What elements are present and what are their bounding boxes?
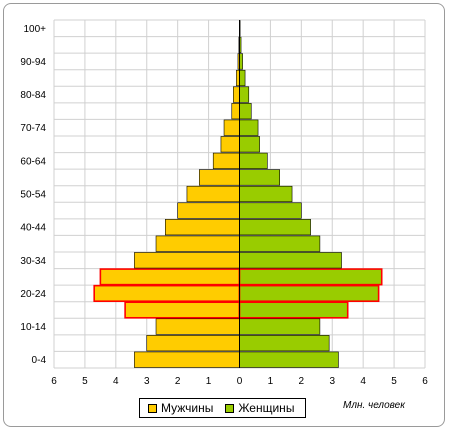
bar-men-10-14: [155, 318, 240, 335]
y-tick-label: 70-74: [20, 123, 46, 134]
bar-men-0-4: [134, 351, 240, 368]
bar-men-40-44: [165, 219, 240, 236]
legend-label-women: Женщины: [238, 401, 295, 415]
x-tick-label: 5: [82, 376, 88, 387]
y-tick-label: 60-64: [20, 156, 46, 167]
y-tick-label: 80-84: [20, 90, 46, 101]
bar-men-80-84: [233, 86, 240, 103]
x-tick-label: 1: [206, 376, 212, 387]
x-tick-label: 2: [299, 376, 305, 387]
bar-men-60-64: [212, 152, 240, 169]
bar-men-75-79: [231, 103, 240, 120]
bar-women-40-44: [239, 219, 311, 236]
bar-women-5-9: [239, 335, 330, 352]
bar-women-25-29: [238, 268, 383, 286]
x-tick-label: 3: [144, 376, 150, 387]
x-tick-label: 0: [237, 376, 243, 387]
x-tick-label: 3: [329, 376, 335, 387]
bar-men-20-24: [93, 284, 241, 303]
bar-women-70-74: [239, 119, 259, 136]
x-tick-label: 2: [175, 376, 181, 387]
bars: [93, 20, 383, 368]
bar-men-35-39: [155, 235, 240, 252]
bar-men-25-29: [99, 268, 241, 286]
bar-women-65-69: [239, 136, 260, 153]
x-tick-label: 1: [268, 376, 274, 387]
y-tick-label: 100+: [23, 24, 46, 35]
x-tick-label: 6: [422, 376, 428, 387]
y-tick-label: 10-14: [20, 322, 46, 333]
y-tick-label: 90-94: [20, 57, 46, 68]
x-tick-label: 5: [391, 376, 397, 387]
bar-men-65-69: [220, 136, 240, 153]
unit-label: Млн. человек: [343, 400, 406, 411]
bar-women-60-64: [239, 152, 268, 169]
legend-item-women: Женщины: [225, 401, 294, 415]
legend-swatch-men: [148, 403, 157, 413]
bar-women-35-39: [239, 235, 321, 252]
bar-women-20-24: [238, 284, 380, 303]
legend-swatch-women: [225, 403, 235, 413]
x-tick-label: 4: [113, 376, 119, 387]
y-tick-label: 0-4: [32, 355, 47, 366]
bar-men-30-34: [134, 252, 240, 269]
bar-men-55-59: [199, 169, 240, 186]
y-tick-label: 20-24: [20, 289, 46, 300]
bar-women-80-84: [239, 86, 250, 103]
y-tick-label: 30-34: [20, 256, 46, 267]
bar-women-0-4: [239, 351, 339, 368]
bar-men-15-19: [124, 301, 241, 319]
bar-men-70-74: [223, 119, 240, 136]
x-tick-label: 4: [360, 376, 366, 387]
bar-women-85-89: [239, 69, 246, 87]
legend: Мужчины Женщины: [139, 398, 306, 418]
legend-label-men: Мужчины: [161, 401, 214, 415]
bar-women-15-19: [238, 301, 349, 319]
bar-men-50-54: [186, 185, 240, 203]
bar-men-5-9: [146, 335, 240, 352]
x-tick-label: 6: [51, 376, 57, 387]
bar-women-75-79: [239, 103, 252, 120]
bar-women-55-59: [239, 169, 280, 186]
bar-women-50-54: [239, 185, 293, 203]
bar-men-45-49: [177, 202, 240, 219]
bar-women-45-49: [239, 202, 302, 219]
x-tick-labels: 6 5 4 3 2 1 0 1 2 3 4 5 6: [51, 376, 428, 387]
y-tick-label: 50-54: [20, 190, 46, 201]
y-tick-label: 40-44: [20, 223, 46, 234]
legend-item-men: Мужчины: [148, 401, 213, 415]
bar-women-10-14: [239, 318, 321, 335]
bar-women-30-34: [239, 252, 342, 269]
y-tick-labels: 0-4 10-14 20-24 30-34 40-44 50-54 60-64 70-74 80…: [20, 24, 46, 366]
